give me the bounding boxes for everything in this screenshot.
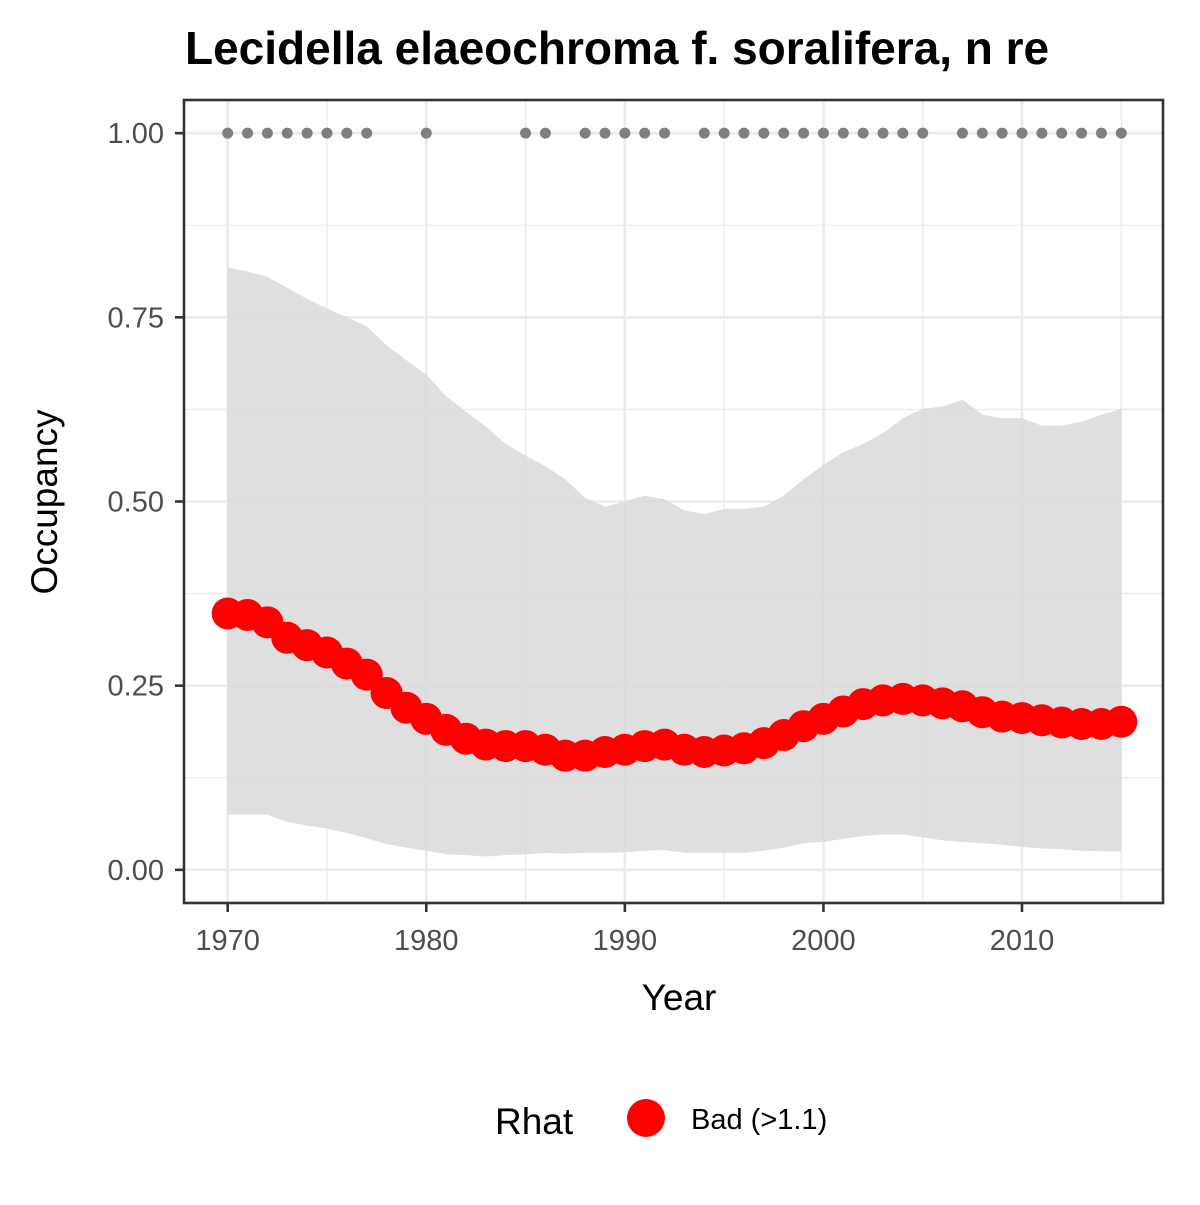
observed-point [718, 127, 730, 139]
observed-point [619, 127, 631, 139]
observed-point [599, 127, 611, 139]
observed-point [956, 127, 968, 139]
legend-item-label: Bad (>1.1) [691, 1104, 827, 1136]
observed-point [917, 127, 929, 139]
x-tick-label: 1980 [394, 925, 459, 957]
observed-point [817, 127, 829, 139]
observed-point [301, 127, 313, 139]
observed-point [778, 127, 790, 139]
observed-point [897, 127, 909, 139]
observed-point [758, 127, 770, 139]
observed-point [361, 127, 373, 139]
legend: Rhat Bad (>1.1) [495, 1099, 827, 1142]
observed-point [798, 127, 810, 139]
observed-point [639, 127, 651, 139]
y-tick-label: 1.00 [108, 118, 164, 150]
occupancy-point [1105, 705, 1138, 738]
observed-point [520, 127, 532, 139]
observed-point [877, 127, 889, 139]
observed-point [1076, 127, 1088, 139]
observed-point [698, 127, 710, 139]
observed-point [1115, 127, 1127, 139]
observed-point [579, 127, 591, 139]
observed-point [222, 127, 234, 139]
observed-point [837, 127, 849, 139]
observed-point [420, 127, 432, 139]
plot-area: 1970 1980 1990 2000 2010 0.00 0.25 0.50 0.75 1.00 [108, 98, 1165, 957]
observed-point [321, 127, 333, 139]
observed-point [1036, 127, 1048, 139]
y-tick-label: 0.50 [108, 487, 164, 519]
observed-point [659, 127, 671, 139]
y-tick-label: 0.25 [108, 671, 164, 703]
legend-key-point [627, 1099, 665, 1137]
observed-point [1095, 127, 1107, 139]
legend-title: Rhat [495, 1101, 574, 1142]
observed-point [539, 127, 551, 139]
y-axis-title: Occupancy [24, 409, 65, 595]
x-tick-label: 2000 [791, 925, 856, 957]
observed-point [1056, 127, 1068, 139]
observed-point [261, 127, 273, 139]
x-axis-title: Year [642, 977, 717, 1018]
observed-point [976, 127, 988, 139]
y-tick-label: 0.75 [108, 302, 164, 334]
x-tick-label: 2010 [990, 925, 1055, 957]
y-tick-label: 0.00 [108, 855, 164, 887]
observed-point [1016, 127, 1028, 139]
x-tick-label: 1970 [195, 925, 260, 957]
chart-title: Lecidella elaeochroma f. soralifera, n r… [185, 22, 1049, 74]
x-tick-label: 1990 [593, 925, 658, 957]
observed-point [996, 127, 1008, 139]
observed-point [857, 127, 869, 139]
observed-point [341, 127, 353, 139]
observed-point [242, 127, 254, 139]
observed-point [281, 127, 293, 139]
observed-point [738, 127, 750, 139]
